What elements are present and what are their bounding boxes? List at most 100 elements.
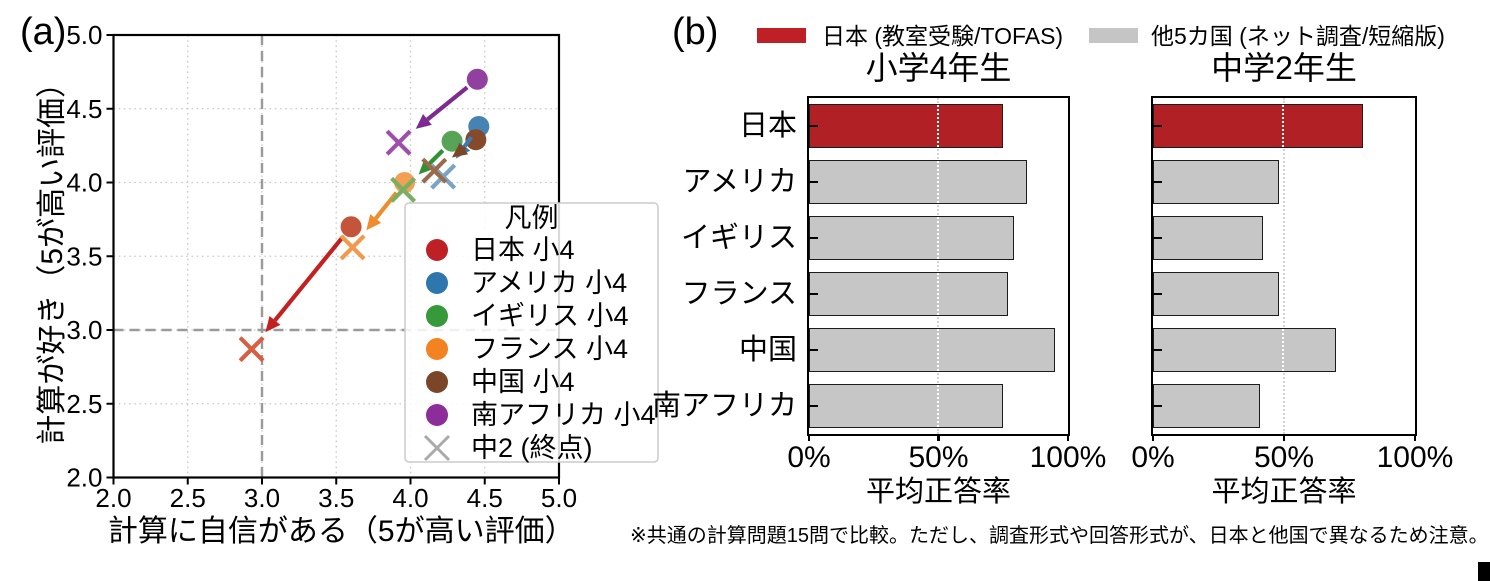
legend-box bbox=[404, 202, 659, 463]
trend-arrow-head bbox=[415, 114, 432, 129]
x-tick-label: 100% bbox=[1376, 441, 1454, 474]
category-label: アメリカ bbox=[682, 166, 797, 198]
x-tick-label: 50% bbox=[1253, 441, 1315, 474]
y-tick-label: 4.5 bbox=[66, 94, 102, 124]
legend-item-label: イギリス 小4 bbox=[471, 301, 629, 331]
category-tick bbox=[1153, 180, 1162, 184]
category-label: 南アフリカ bbox=[651, 390, 797, 422]
category-label: 中国 bbox=[738, 334, 797, 366]
grade8-x-marker bbox=[421, 157, 448, 184]
y-tick-label: 3.0 bbox=[66, 315, 102, 345]
bar bbox=[1153, 384, 1261, 428]
panel-b-label: (b) bbox=[672, 11, 719, 53]
x-tick-label: 3.5 bbox=[318, 483, 354, 513]
legend-item-label: 南アフリカ 小4 bbox=[471, 400, 656, 430]
legend-x-marker-icon bbox=[423, 434, 451, 462]
category-label: 日本 bbox=[738, 110, 797, 142]
bar-midline bbox=[936, 105, 939, 147]
y-tick-label: 2.0 bbox=[66, 463, 102, 493]
x-tick-label: 2.5 bbox=[170, 483, 206, 513]
legend-marker-icon bbox=[426, 404, 448, 426]
corner-mark bbox=[1478, 562, 1490, 581]
bar-midline bbox=[936, 217, 939, 259]
legend-item-label: フランス 小4 bbox=[471, 334, 628, 364]
legend-marker-icon bbox=[426, 338, 448, 360]
bar-midline bbox=[1282, 105, 1285, 147]
japan-legend-swatch-icon bbox=[757, 28, 806, 43]
panel-a-label: (a) bbox=[20, 11, 67, 53]
bar-plot-area bbox=[807, 96, 1070, 436]
x-tick-label: 3.0 bbox=[244, 483, 280, 513]
grade8-x-marker bbox=[385, 129, 412, 156]
grade4-point bbox=[465, 129, 487, 151]
legend-item-label: アメリカ 小4 bbox=[471, 268, 627, 298]
bar bbox=[1153, 272, 1279, 316]
grade8-x-marker bbox=[339, 234, 366, 261]
legend-marker-icon bbox=[426, 305, 448, 327]
bar-midline bbox=[937, 161, 939, 203]
x-tick bbox=[807, 434, 811, 441]
category-label: フランス bbox=[681, 278, 797, 310]
x-tick-label: 4.0 bbox=[392, 483, 428, 513]
x-axis-label: 計算に自信がある（5が高い評価） bbox=[108, 515, 575, 548]
x-tick-label: 4.5 bbox=[467, 483, 503, 513]
bar bbox=[809, 384, 1004, 428]
category-tick bbox=[809, 236, 818, 240]
bar-chart-title: 小学4年生 bbox=[865, 50, 1012, 86]
category-tick bbox=[809, 180, 818, 184]
bar bbox=[809, 216, 1014, 260]
legend-item-label: 日本 小4 bbox=[471, 235, 575, 265]
category-tick bbox=[1153, 124, 1162, 128]
midline-gridline bbox=[937, 98, 940, 434]
trend-arrow-shaft bbox=[273, 235, 345, 322]
bar-midline bbox=[936, 273, 939, 315]
others-legend-swatch-icon bbox=[1089, 28, 1138, 43]
grade8-x-marker bbox=[390, 176, 417, 203]
bar-chart-title: 中学2年生 bbox=[1211, 50, 1357, 86]
legend-marker-icon bbox=[426, 272, 448, 294]
x-tick bbox=[1413, 434, 1417, 441]
grade4-point bbox=[466, 68, 488, 90]
trend-arrow-shaft bbox=[462, 145, 467, 151]
x-tick bbox=[937, 434, 940, 441]
legend-title: 凡例 bbox=[505, 203, 559, 233]
trend-arrow-head bbox=[451, 142, 469, 158]
bar-midline bbox=[936, 385, 939, 427]
trend-arrow-head bbox=[366, 214, 382, 231]
bar bbox=[809, 104, 1004, 148]
category-tick bbox=[1153, 404, 1162, 408]
trend-arrow-head bbox=[265, 316, 281, 333]
bar bbox=[1153, 104, 1363, 148]
trend-arrow-shaft bbox=[427, 148, 445, 166]
x-tick-label: 0% bbox=[787, 441, 831, 474]
x-tick-label: 0% bbox=[1131, 441, 1175, 474]
x-tick-label: 2.0 bbox=[95, 483, 131, 513]
y-axis-label: 計算が好き（5が高い評価） bbox=[36, 68, 69, 445]
x-axis-label: 平均正答率 bbox=[1211, 476, 1357, 508]
x-axis-label: 平均正答率 bbox=[865, 476, 1011, 508]
bar-plot-area bbox=[1151, 96, 1417, 436]
category-tick bbox=[809, 348, 818, 352]
bar bbox=[809, 272, 1009, 316]
x-tick bbox=[1151, 434, 1155, 441]
midline-gridline bbox=[1282, 98, 1285, 434]
x-tick-label: 50% bbox=[908, 441, 969, 474]
category-tick bbox=[1153, 348, 1162, 352]
bar bbox=[1153, 328, 1337, 372]
y-tick-label: 4.0 bbox=[66, 168, 102, 198]
panel-a-scatter-plot: 2.0 2.5 3.0 3.5 4.0 4.5 5.0 2.0 2.5 3.0 3.5 4.0 4.5 5… bbox=[36, 20, 659, 548]
bar bbox=[1153, 160, 1279, 204]
grade4-point bbox=[340, 216, 362, 238]
bar-midline bbox=[937, 329, 940, 371]
legend-item-label: 中国 小4 bbox=[471, 367, 575, 397]
bar bbox=[809, 160, 1027, 204]
legend-marker-icon bbox=[426, 371, 448, 393]
trend-arrow-shaft bbox=[462, 135, 473, 148]
bar-midline bbox=[1282, 329, 1285, 371]
category-tick bbox=[1153, 292, 1162, 296]
category-tick bbox=[809, 124, 818, 128]
others-legend-label: 他5カ国 (ネット調査/短縮版) bbox=[1151, 23, 1445, 49]
grade8-x-marker bbox=[430, 163, 457, 190]
grade4-point bbox=[441, 130, 463, 152]
